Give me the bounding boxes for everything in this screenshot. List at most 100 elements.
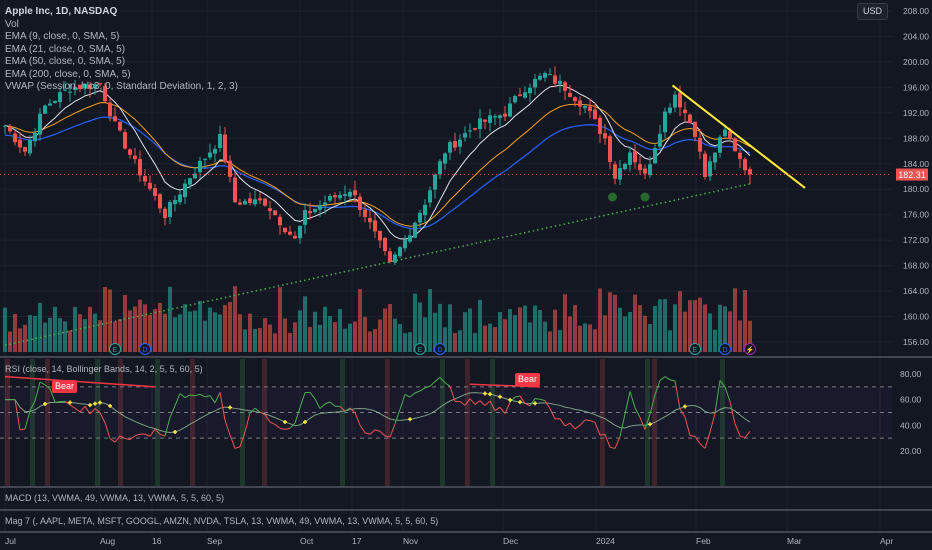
candle-body (513, 96, 517, 103)
rsi-segment (739, 435, 746, 439)
event-E-icon[interactable]: E (109, 343, 121, 355)
volume-bar (98, 320, 102, 352)
rsi-segment (549, 408, 556, 420)
rsi-segment (684, 416, 691, 436)
volume-bar (38, 302, 42, 352)
candle-body (603, 133, 607, 139)
rsi-segment (629, 391, 636, 408)
event-D-icon[interactable]: D (719, 343, 731, 355)
candle-body (458, 139, 462, 147)
rsi-segment (659, 376, 666, 381)
volume-bar (313, 311, 317, 352)
event-marker (414, 343, 426, 355)
indicator-ema50[interactable]: EMA (50, close, 0, SMA, 5) (5, 56, 126, 67)
candle-body (153, 188, 157, 196)
rsi-cross-marker (108, 403, 112, 408)
currency-button[interactable]: USD (856, 3, 888, 20)
rsi-label[interactable]: RSI (close, 14, Bollinger Bands, 14, 2, … (5, 364, 203, 374)
volume-bar (23, 324, 27, 352)
volume-bar (8, 331, 12, 352)
rsi-segment (354, 412, 361, 426)
volume-bar (403, 333, 407, 352)
price-tick: 164.00 (903, 286, 929, 296)
volume-bar (728, 311, 732, 352)
candle-body (543, 73, 547, 78)
event-split-icon[interactable]: ⚡ (744, 343, 756, 355)
rsi-segment (184, 394, 191, 399)
volume-bar (508, 309, 512, 352)
indicator-ema200[interactable]: EMA (200, close, 0, SMA, 5) (5, 68, 131, 80)
rsi-segment (289, 422, 296, 429)
event-E-icon[interactable]: E (689, 343, 701, 355)
indicator-ema21[interactable]: EMA (21, close, 0, SMA, 5) (5, 43, 126, 55)
time-tick: 17 (352, 536, 362, 546)
indicator-vol[interactable]: Vol (5, 18, 19, 30)
candle-body (538, 75, 542, 80)
volume-bar (88, 306, 92, 352)
price-tick: 204.00 (903, 31, 929, 41)
volume-bar (543, 321, 547, 352)
event-D-icon[interactable]: D (434, 343, 446, 355)
rsi-segment (434, 377, 441, 382)
mag7-label[interactable]: Mag 7 (, AAPL, META, MSFT, GOOGL, AMZN, … (5, 516, 439, 526)
candle-body (283, 227, 287, 233)
price-tick: 188.00 (903, 133, 929, 143)
volume-bar (178, 314, 182, 352)
event-marker (109, 343, 121, 355)
volume-bar (63, 321, 67, 352)
rsi-segment (559, 418, 566, 427)
candle-body (548, 74, 552, 76)
symbol-title[interactable]: Apple Inc, 1D, NASDAQ (5, 6, 118, 17)
candle-body (563, 82, 567, 91)
rsi-segment (219, 392, 226, 421)
rsi-segment (84, 406, 91, 415)
candle-body (613, 164, 617, 179)
candle-body (398, 247, 402, 257)
candle-body (193, 173, 197, 179)
rsi-segment (209, 395, 216, 404)
indicator-vwap[interactable]: VWAP (Session, hlc3, 0, Standard Deviati… (5, 81, 238, 92)
candle-body (728, 131, 732, 140)
rsi-segment (609, 446, 616, 449)
rsi-segment (479, 400, 486, 406)
volume-bar (328, 316, 332, 352)
rsi-tick: 60.00 (900, 395, 922, 405)
rsi-segment (524, 402, 531, 407)
event-glyph: D (142, 347, 147, 354)
candle-body (373, 220, 377, 232)
candle-body (38, 113, 42, 135)
volume-bar (78, 314, 82, 352)
volume-bar (128, 310, 132, 352)
volume-bar (148, 314, 152, 352)
rsi-segment (624, 391, 631, 415)
bear-divergence-label: Bear (515, 373, 541, 386)
volume-bar (503, 319, 507, 352)
volume-bar (363, 316, 367, 352)
rsi-segment (459, 401, 466, 406)
macd-label[interactable]: MACD (13, VWMA, 49, VWMA, 13, VWMA, 5, 5… (5, 493, 225, 503)
volume-bar (698, 297, 702, 352)
volume-bar (288, 332, 292, 352)
volume-bar (43, 322, 47, 352)
volume-bar (438, 303, 442, 352)
rsi-segment (604, 434, 611, 448)
indicator-ema9[interactable]: EMA (9, close, 0, SMA, 5) (5, 31, 120, 42)
candle-body (63, 89, 67, 91)
rsi-cross-marker (508, 397, 512, 402)
rsi-segment (614, 436, 621, 449)
event-E-icon[interactable]: E (414, 343, 426, 355)
rsi-segment (409, 392, 416, 398)
bear-divergence-line (4, 375, 156, 388)
event-D-icon[interactable]: D (139, 343, 151, 355)
rsi-segment (689, 435, 696, 437)
volume-bar (3, 307, 7, 352)
candle-body (238, 202, 242, 205)
candle-body (78, 84, 82, 90)
candle-body (488, 115, 492, 123)
candle-body (233, 177, 237, 203)
volume-bar (298, 310, 302, 352)
volume-bar (338, 309, 342, 352)
rsi-segment (259, 411, 266, 416)
